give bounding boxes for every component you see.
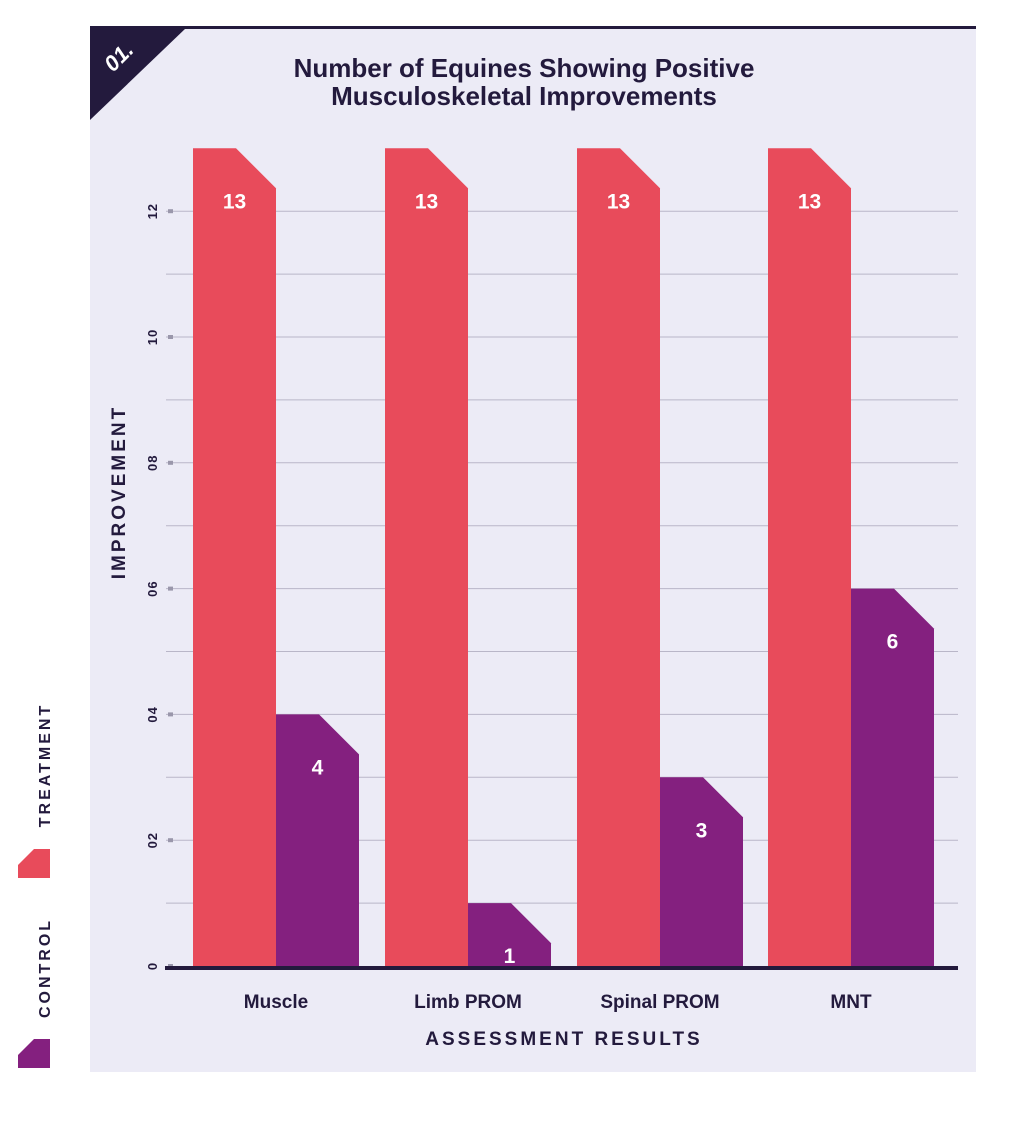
- y-tick-label: 12: [145, 203, 160, 219]
- y-tick-mark: [168, 586, 173, 591]
- x-tick-label: MNT: [830, 992, 872, 1013]
- y-tick-mark: [168, 838, 173, 843]
- bar-control-spinal-prom: [660, 777, 743, 966]
- bar-treatment-limb-prom: [385, 148, 468, 967]
- y-axis-label: IMPROVEMENT: [109, 405, 130, 579]
- y-tick-mark: [168, 209, 173, 214]
- y-tick-label: 04: [145, 706, 160, 722]
- chart-title-line-2: Musculoskeletal Improvements: [331, 81, 717, 111]
- legend-treatment-swatch: [18, 849, 50, 878]
- chart-title-line-1: Number of Equines Showing Positive: [294, 53, 755, 83]
- y-tick-label: 0: [145, 962, 160, 970]
- y-tick-mark: [168, 460, 173, 465]
- legend-treatment-label: TREATMENT: [37, 703, 54, 827]
- value-label-control: 6: [887, 631, 899, 654]
- bar-layer: [193, 148, 934, 967]
- value-label-treatment: 13: [223, 190, 246, 213]
- x-axis-label: ASSESSMENT RESULTS: [425, 1029, 702, 1050]
- y-tick-label: 08: [145, 455, 160, 471]
- x-tick-label: Spinal PROM: [600, 992, 719, 1013]
- value-label-control: 4: [312, 756, 324, 779]
- value-label-control: 1: [504, 945, 516, 968]
- bar-control-limb-prom: [468, 903, 551, 966]
- y-tick-label: 02: [145, 832, 160, 848]
- label-layer: 0 02 04 06 08 10 12 13 4 Muscle 13 1 Limb PROM 13 3 Spi…: [145, 190, 898, 1013]
- y-tick-label: 10: [145, 329, 160, 345]
- legend-control-label: CONTROL: [37, 918, 54, 1018]
- y-tick-mark: [168, 712, 173, 717]
- corner-badge: [90, 28, 186, 120]
- bar-control-mnt: [851, 588, 934, 966]
- bar-treatment-mnt: [768, 148, 851, 967]
- value-label-treatment: 13: [798, 190, 821, 213]
- bar-control-muscle: [276, 714, 359, 966]
- bar-treatment-muscle: [193, 148, 276, 967]
- x-tick-label: Limb PROM: [414, 992, 522, 1013]
- value-label-treatment: 13: [607, 190, 630, 213]
- y-tick-mark: [168, 335, 173, 339]
- x-tick-label: Muscle: [244, 992, 308, 1013]
- y-tick-label: 06: [145, 580, 160, 596]
- value-label-control: 3: [696, 819, 708, 842]
- value-label-treatment: 13: [415, 190, 438, 213]
- bar-treatment-spinal-prom: [577, 148, 660, 967]
- legend-control-swatch: [18, 1039, 50, 1068]
